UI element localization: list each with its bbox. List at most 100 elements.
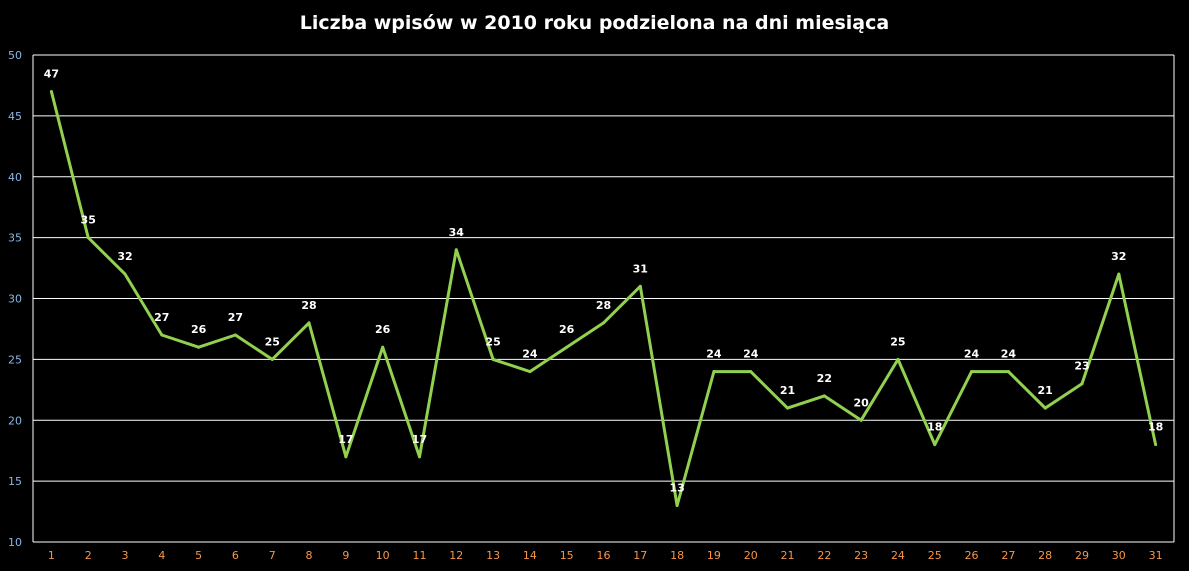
- data-label: 26: [191, 323, 207, 336]
- data-point: [160, 333, 164, 337]
- data-point: [381, 345, 385, 349]
- x-tick-label: 23: [854, 549, 868, 562]
- data-point: [933, 443, 937, 447]
- data-point: [749, 370, 753, 374]
- data-point: [233, 333, 237, 337]
- x-tick-label: 7: [269, 549, 276, 562]
- data-point: [638, 284, 642, 288]
- data-point: [344, 455, 348, 459]
- x-tick-label: 14: [523, 549, 537, 562]
- x-tick-label: 28: [1038, 549, 1052, 562]
- data-label: 20: [853, 396, 869, 409]
- data-label: 24: [522, 348, 538, 361]
- x-tick-label: 21: [781, 549, 795, 562]
- y-tick-label: 10: [8, 536, 22, 549]
- data-point: [859, 418, 863, 422]
- data-label: 18: [1148, 421, 1163, 434]
- data-point: [675, 503, 679, 507]
- data-label: 35: [81, 214, 96, 227]
- data-point: [1080, 382, 1084, 386]
- chart-title: Liczba wpisów w 2010 roku podzielona na …: [299, 12, 890, 34]
- x-tick-label: 3: [122, 549, 129, 562]
- data-point: [491, 357, 495, 361]
- data-label: 26: [375, 323, 391, 336]
- data-label: 34: [449, 226, 465, 239]
- y-tick-label: 20: [8, 414, 22, 427]
- data-point: [86, 236, 90, 240]
- data-label: 25: [485, 335, 500, 348]
- data-label: 47: [44, 68, 59, 81]
- data-label: 28: [596, 299, 611, 312]
- data-label: 24: [964, 348, 980, 361]
- data-point: [602, 321, 605, 325]
- data-point: [270, 357, 274, 361]
- data-label: 27: [228, 311, 243, 324]
- x-tick-label: 12: [449, 549, 463, 562]
- x-tick-label: 11: [412, 549, 426, 562]
- data-label: 13: [669, 481, 684, 494]
- data-point: [786, 406, 790, 410]
- x-tick-label: 16: [597, 549, 611, 562]
- x-tick-label: 15: [560, 549, 574, 562]
- data-point: [712, 370, 716, 374]
- data-point: [565, 345, 569, 349]
- data-label: 24: [1001, 348, 1017, 361]
- x-tick-label: 26: [965, 549, 979, 562]
- x-tick-label: 4: [158, 549, 165, 562]
- y-tick-label: 25: [8, 353, 22, 366]
- x-tick-label: 27: [1001, 549, 1015, 562]
- data-point: [1154, 443, 1158, 447]
- x-tick-label: 22: [817, 549, 831, 562]
- x-tick-label: 18: [670, 549, 684, 562]
- data-label: 32: [1111, 250, 1126, 263]
- x-tick-label: 1: [48, 549, 55, 562]
- x-tick-label: 29: [1075, 549, 1089, 562]
- y-tick-label: 30: [8, 293, 22, 306]
- data-point: [123, 272, 127, 276]
- data-point: [197, 345, 201, 349]
- y-tick-label: 35: [8, 232, 22, 245]
- x-tick-label: 30: [1112, 549, 1126, 562]
- data-label: 25: [890, 335, 905, 348]
- data-point: [528, 370, 532, 374]
- data-point: [454, 248, 458, 252]
- data-point: [417, 455, 421, 459]
- y-tick-label: 40: [8, 171, 22, 184]
- x-tick-label: 9: [342, 549, 349, 562]
- data-label: 27: [154, 311, 169, 324]
- data-label: 26: [559, 323, 575, 336]
- data-point: [1006, 370, 1010, 374]
- data-point: [49, 90, 53, 94]
- x-tick-label: 17: [633, 549, 647, 562]
- data-label: 17: [412, 433, 427, 446]
- data-label: 25: [265, 335, 280, 348]
- y-tick-label: 15: [8, 475, 22, 488]
- x-tick-label: 5: [195, 549, 202, 562]
- data-point: [1117, 272, 1121, 276]
- x-tick-label: 31: [1149, 549, 1163, 562]
- data-label: 28: [301, 299, 316, 312]
- x-tick-label: 8: [306, 549, 313, 562]
- x-tick-label: 6: [232, 549, 239, 562]
- data-label: 24: [706, 348, 722, 361]
- data-label: 22: [817, 372, 832, 385]
- x-tick-label: 19: [707, 549, 721, 562]
- x-tick-label: 20: [744, 549, 758, 562]
- data-point: [822, 394, 826, 398]
- x-tick-label: 2: [85, 549, 92, 562]
- data-point: [970, 370, 974, 374]
- data-label: 23: [1074, 360, 1089, 373]
- y-tick-label: 45: [8, 110, 22, 123]
- data-label: 31: [633, 262, 648, 275]
- data-label: 17: [338, 433, 353, 446]
- x-tick-label: 10: [376, 549, 390, 562]
- y-tick-label: 50: [8, 49, 22, 62]
- data-point: [307, 321, 311, 325]
- x-tick-label: 13: [486, 549, 500, 562]
- data-point: [896, 357, 900, 361]
- data-label: 21: [1038, 384, 1053, 397]
- data-label: 21: [780, 384, 795, 397]
- data-point: [1043, 406, 1047, 410]
